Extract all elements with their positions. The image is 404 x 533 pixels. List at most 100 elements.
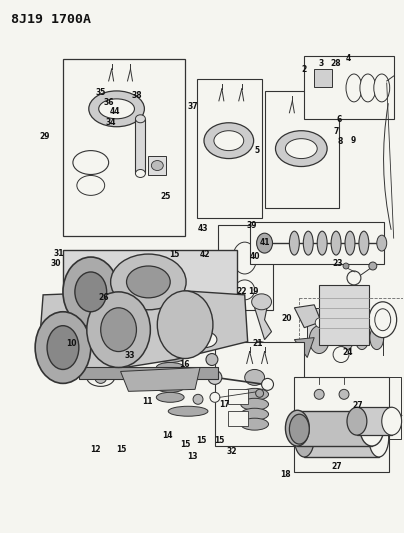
Text: 15: 15 (117, 445, 127, 454)
Bar (228, 389, 248, 404)
Text: 43: 43 (198, 224, 208, 233)
Text: 37: 37 (188, 102, 198, 111)
Ellipse shape (75, 272, 107, 312)
Bar (295, 377, 389, 472)
Ellipse shape (214, 131, 244, 151)
Text: 19: 19 (248, 287, 259, 296)
Bar (218, 225, 273, 310)
Polygon shape (295, 305, 321, 328)
Ellipse shape (156, 382, 184, 392)
Ellipse shape (157, 291, 213, 359)
Text: 15: 15 (180, 440, 190, 449)
Polygon shape (295, 337, 314, 358)
Ellipse shape (73, 151, 109, 174)
Ellipse shape (344, 382, 364, 412)
Bar (304, 56, 393, 119)
Ellipse shape (377, 235, 387, 251)
Ellipse shape (135, 169, 145, 177)
Text: 15: 15 (196, 436, 206, 445)
Text: 8: 8 (338, 138, 343, 147)
Bar (307, 308, 339, 343)
Ellipse shape (340, 326, 354, 350)
Ellipse shape (245, 369, 265, 385)
Text: 36: 36 (104, 98, 114, 107)
Text: 42: 42 (200, 251, 210, 260)
Bar (228, 411, 248, 426)
Bar (197, 79, 261, 218)
Ellipse shape (289, 414, 309, 444)
Text: 35: 35 (96, 88, 106, 97)
Text: 3: 3 (319, 60, 324, 68)
Ellipse shape (252, 294, 271, 310)
Circle shape (256, 389, 263, 397)
Bar (367, 389, 382, 409)
Text: 11: 11 (143, 397, 153, 406)
Circle shape (369, 262, 377, 270)
Bar (265, 91, 339, 208)
Ellipse shape (156, 373, 184, 382)
Ellipse shape (233, 242, 257, 274)
Text: 38: 38 (132, 91, 142, 100)
Bar (148, 156, 166, 175)
Bar (63, 250, 237, 335)
Ellipse shape (168, 406, 208, 416)
Ellipse shape (101, 308, 137, 352)
Bar (331, 377, 401, 439)
Polygon shape (79, 367, 218, 379)
Ellipse shape (360, 74, 376, 102)
Ellipse shape (156, 352, 184, 362)
Polygon shape (255, 305, 271, 340)
Ellipse shape (89, 91, 144, 127)
Ellipse shape (333, 346, 349, 362)
Text: 15: 15 (215, 436, 225, 445)
Text: 8J19 1700A: 8J19 1700A (11, 13, 91, 26)
Circle shape (206, 353, 218, 366)
Text: 15: 15 (170, 251, 180, 260)
Ellipse shape (241, 389, 269, 400)
Bar (304, 419, 379, 457)
Text: 41: 41 (260, 238, 271, 247)
Text: 20: 20 (281, 314, 292, 323)
Ellipse shape (257, 233, 273, 253)
Ellipse shape (63, 257, 119, 327)
Bar (250, 222, 384, 264)
Text: 28: 28 (330, 60, 341, 68)
Text: 27: 27 (352, 401, 363, 410)
Text: 18: 18 (280, 470, 291, 479)
Ellipse shape (347, 407, 367, 435)
Ellipse shape (345, 231, 355, 255)
Circle shape (235, 280, 255, 300)
Ellipse shape (346, 74, 362, 102)
Ellipse shape (87, 292, 150, 367)
Ellipse shape (193, 332, 217, 348)
Ellipse shape (204, 123, 254, 158)
Ellipse shape (35, 312, 91, 383)
Ellipse shape (303, 231, 313, 255)
Text: 33: 33 (124, 351, 135, 360)
Text: 32: 32 (227, 447, 237, 456)
Ellipse shape (309, 326, 329, 353)
Ellipse shape (77, 175, 105, 196)
Ellipse shape (360, 410, 384, 446)
Circle shape (193, 394, 203, 404)
Circle shape (199, 332, 205, 337)
Ellipse shape (208, 370, 222, 384)
Ellipse shape (375, 309, 391, 330)
Ellipse shape (126, 266, 170, 298)
Ellipse shape (99, 99, 135, 119)
Text: 4: 4 (346, 54, 351, 63)
Ellipse shape (47, 326, 79, 369)
Text: 17: 17 (219, 400, 229, 409)
Bar (135, 119, 145, 173)
Ellipse shape (369, 419, 389, 457)
Ellipse shape (289, 231, 299, 255)
Text: 22: 22 (236, 287, 246, 296)
Text: 5: 5 (255, 147, 260, 156)
Text: 14: 14 (163, 431, 173, 440)
Ellipse shape (355, 326, 369, 350)
Text: 6: 6 (337, 115, 342, 124)
Bar (63, 59, 185, 236)
Circle shape (210, 392, 220, 402)
Circle shape (347, 271, 361, 285)
Circle shape (314, 389, 324, 399)
